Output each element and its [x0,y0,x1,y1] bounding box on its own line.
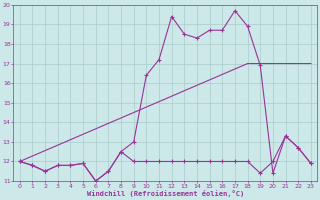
X-axis label: Windchill (Refroidissement éolien,°C): Windchill (Refroidissement éolien,°C) [87,190,244,197]
